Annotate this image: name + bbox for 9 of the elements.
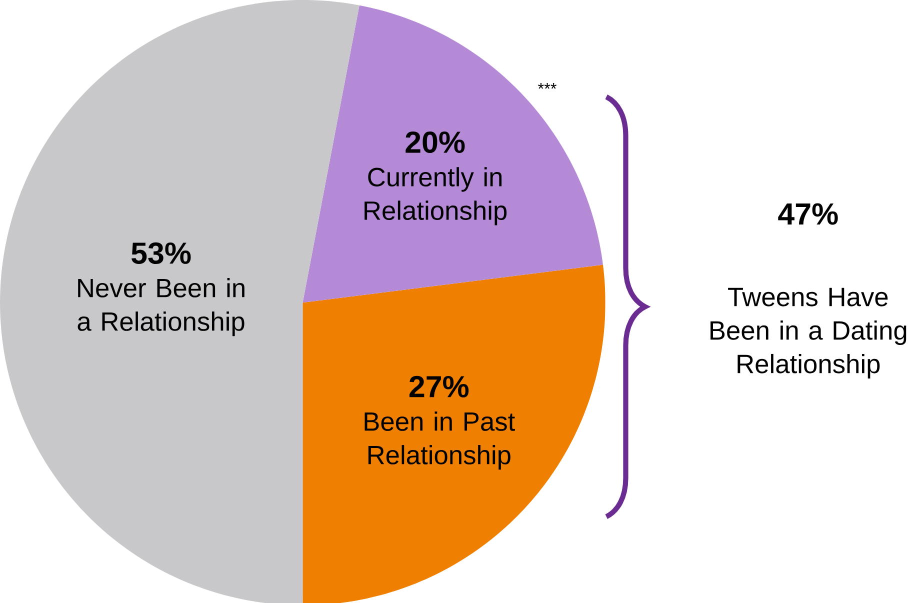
text: 47%: [778, 203, 838, 225]
data-label: 27%: [409, 376, 469, 398]
text: ***: [538, 82, 556, 89]
data-label: 20%: [406, 131, 465, 153]
slice-label: Never Been in a Relationship: [78, 278, 244, 336]
data-label: 53%: [132, 242, 191, 264]
text: Tweens Have Been in a Dating Relationship: [710, 288, 906, 378]
slice-label: Currently in Relationship: [364, 166, 507, 226]
slice-label: Been in Past Relationship: [364, 411, 515, 470]
